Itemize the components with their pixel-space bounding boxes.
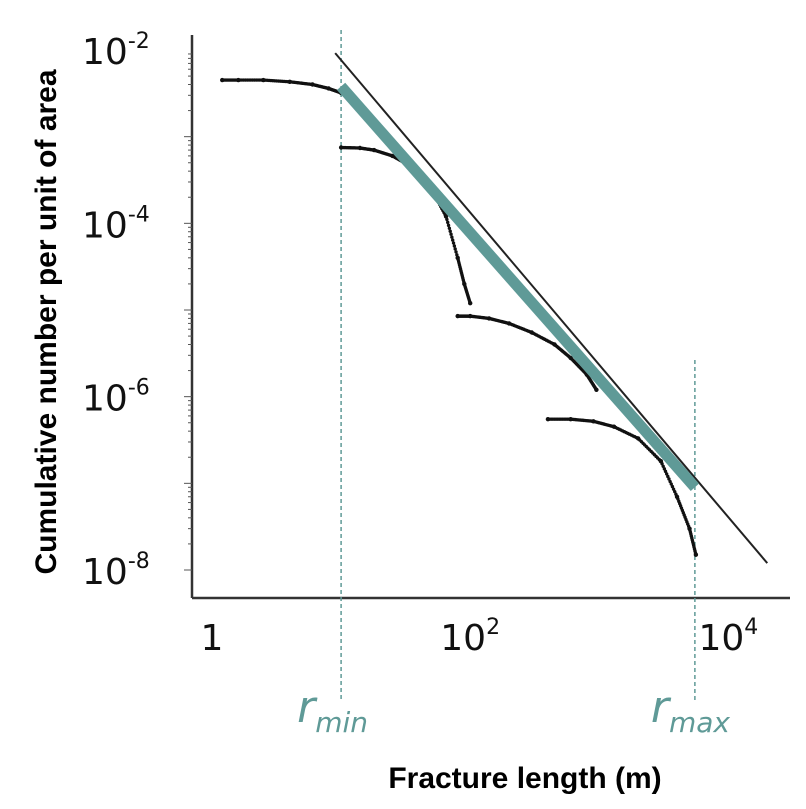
series-4-point xyxy=(664,472,669,476)
series-2-point xyxy=(453,247,457,251)
marker-label-max: rmax xyxy=(651,682,731,739)
series-4-point xyxy=(660,462,664,466)
series-2-point xyxy=(448,229,452,233)
series-4-point xyxy=(666,474,670,479)
y-tick-label: 10-2 xyxy=(82,29,150,73)
y-tick-label: 10-4 xyxy=(82,202,150,246)
fit-line xyxy=(334,52,769,564)
series-2-point xyxy=(446,220,450,225)
series-4-point xyxy=(670,484,675,489)
series-2-point xyxy=(443,214,449,219)
y-tick-label: 10-6 xyxy=(82,376,150,420)
x-tick-label: 104 xyxy=(698,615,758,659)
fit-range-highlight xyxy=(336,82,700,491)
series-4-point xyxy=(668,479,672,484)
series-4-point xyxy=(693,552,699,557)
series-2-point xyxy=(454,250,458,254)
x-tick-label: 102 xyxy=(440,615,500,659)
marker-label-min: rmin xyxy=(297,682,368,739)
series-4-point xyxy=(661,464,665,468)
y-tick-label: 10-8 xyxy=(82,549,150,593)
series-3-point xyxy=(594,387,599,393)
series-2-point xyxy=(446,223,451,228)
series-4-point xyxy=(671,487,676,491)
series-2-point xyxy=(468,300,473,306)
series-4-point xyxy=(662,467,667,471)
x-tick-label: 1 xyxy=(201,618,224,659)
series-2-point xyxy=(451,241,456,245)
series-2-point xyxy=(452,244,457,248)
series-2-point xyxy=(450,235,454,239)
series-4-point xyxy=(663,469,668,474)
series-4-point xyxy=(673,489,677,494)
series-2-point xyxy=(450,238,455,242)
x-axis-label: Fracture length (m) xyxy=(388,762,661,795)
series-4-point xyxy=(667,477,671,481)
y-axis-label: Cumulative number per unit of area xyxy=(30,69,63,574)
series-2-point xyxy=(445,217,449,222)
series-2-point xyxy=(449,232,453,236)
series-4-point xyxy=(669,482,673,486)
series-2-point xyxy=(447,226,452,230)
